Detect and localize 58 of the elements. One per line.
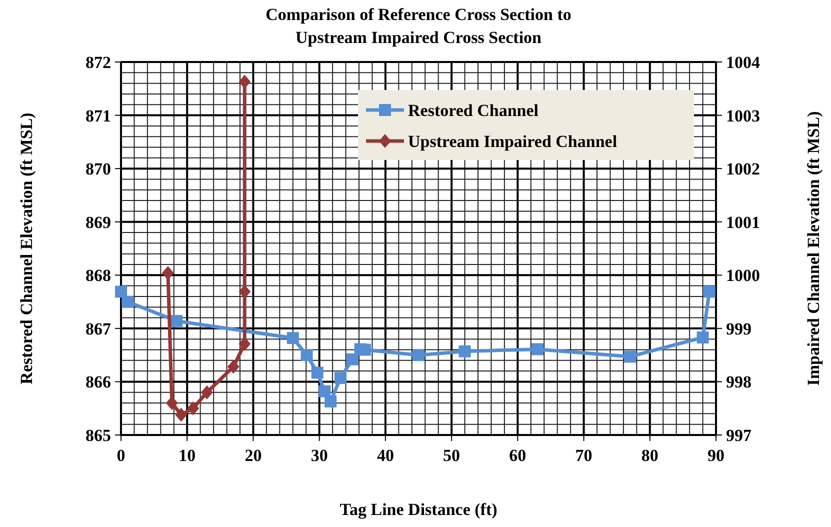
point (170, 314, 183, 327)
point (311, 366, 324, 379)
point (412, 349, 424, 362)
y-tick-label: 865 (86, 426, 111, 445)
point (624, 350, 636, 363)
x-axis-title: Tag Line Distance (ft) (340, 500, 498, 519)
legend-label: Restored Channel (408, 101, 539, 120)
point (162, 266, 174, 280)
x-tick-label: 10 (178, 446, 196, 465)
y2-tick-label: 1004 (726, 53, 760, 72)
point (187, 401, 200, 416)
y2-tick-label: 1001 (726, 212, 760, 232)
point (358, 344, 371, 356)
point (324, 395, 337, 408)
x-tick-label: 60 (509, 446, 526, 465)
point (200, 385, 213, 400)
y-tick-label: 866 (86, 372, 111, 392)
point (318, 385, 331, 398)
x-tick-label: 20 (244, 446, 262, 465)
y2-tick-label: 1000 (726, 266, 760, 286)
point (238, 336, 251, 351)
point (532, 343, 544, 356)
point (696, 331, 709, 344)
x-tick-label: 40 (376, 446, 394, 465)
point (238, 284, 251, 299)
y-tick-label: 868 (86, 266, 111, 286)
y2-tick-label: 998 (726, 372, 752, 392)
point (227, 360, 240, 374)
point (115, 286, 127, 298)
point (122, 296, 134, 308)
point (238, 74, 251, 89)
y2-tick-label: 1003 (726, 106, 760, 126)
x-tick-label: 70 (575, 446, 592, 465)
point (458, 345, 471, 358)
chart-title: Comparison of Reference Cross Section to Upstream Impaired Cross Section (266, 5, 572, 47)
x-tick-label: 90 (708, 446, 724, 465)
y2-tick-label: 999 (726, 319, 752, 338)
y-tick-label: 869 (86, 212, 111, 232)
y2-tick-label: 997 (726, 426, 752, 445)
point (175, 408, 188, 422)
x-tick-label: 50 (443, 446, 460, 465)
x-tick-label: 30 (310, 446, 328, 465)
y-tick-label: 871 (86, 106, 111, 126)
y-tick-label: 867 (86, 319, 112, 338)
y2-axis-title: Impaired Channel Elevation (ft MSL) (804, 111, 823, 386)
point (286, 332, 299, 344)
point (300, 349, 313, 362)
point (334, 372, 346, 384)
y-axis-title: Restored Channel Elevation (ft MSL) (17, 112, 36, 384)
x-tick-label: 0 (116, 446, 126, 465)
point (346, 353, 358, 366)
y2-tick-label: 1002 (726, 160, 760, 179)
point (166, 396, 178, 410)
legend-label: Upstream Impaired Channel (408, 132, 618, 151)
y-tick-label: 872 (86, 53, 111, 72)
point (703, 286, 716, 298)
y-tick-label: 870 (86, 160, 111, 179)
x-tick-label: 80 (641, 446, 658, 465)
